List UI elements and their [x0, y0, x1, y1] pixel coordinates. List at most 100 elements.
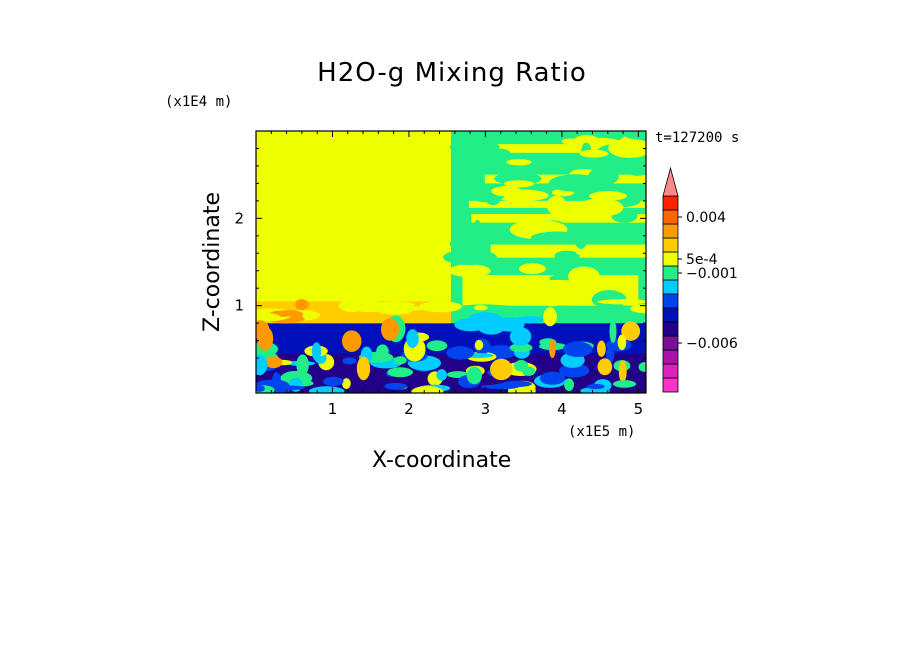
heatmap-plume [393, 356, 407, 365]
heatmap-blob [302, 311, 316, 320]
heatmap-blob [256, 312, 281, 322]
heatmap-blob [256, 385, 265, 392]
colorbar-swatch [662, 321, 679, 337]
heatmap-blob [491, 186, 522, 197]
heatmap-blob [548, 174, 603, 192]
heatmap-plume [597, 358, 613, 376]
colorbar-swatch [662, 279, 679, 295]
y-axis-scale-note: (x1E4 m) [165, 94, 233, 110]
heatmap-field [256, 131, 646, 393]
heatmap-blob [518, 263, 546, 275]
heatmap-blob [323, 376, 344, 386]
heatmap-plume [509, 343, 533, 353]
heatmap-blob [554, 250, 580, 261]
heatmap-plume [597, 340, 606, 357]
heatmap-plume [296, 354, 309, 376]
heatmap-blob [387, 367, 413, 378]
heatmap-blob [546, 195, 567, 215]
heatmap-blob [638, 362, 646, 372]
heatmap-blob [628, 168, 646, 176]
y-tick-label: 1 [234, 297, 244, 315]
heatmap-blob [377, 306, 413, 315]
heatmap-blob [436, 369, 447, 381]
heatmap-blob [564, 378, 574, 392]
heatmap-plume [549, 339, 556, 359]
heatmap-blob [449, 140, 500, 155]
heatmap-plume [380, 318, 399, 341]
heatmap-plume [509, 327, 532, 346]
heatmap-plume [466, 366, 483, 385]
heatmap-blob [342, 378, 351, 390]
colorbar-swatch [662, 377, 679, 393]
colorbar-swatch [662, 335, 679, 351]
colorbar-swatch [662, 209, 679, 225]
colorbar-label: 5e-4 [686, 252, 718, 268]
heatmap-blob [294, 299, 309, 310]
heatmap-blob [622, 131, 646, 142]
heatmap-blob [589, 191, 627, 201]
y-tick-label: 2 [234, 209, 244, 227]
heatmap-blob [567, 266, 600, 287]
colorbar-swatch [662, 349, 679, 365]
heatmap-blob [506, 159, 532, 166]
heatmap-plume [609, 319, 617, 344]
heatmap-blob [612, 380, 637, 388]
colorbar-swatch [662, 265, 679, 281]
heatmap-blob [278, 385, 305, 391]
heatmap-blob [561, 138, 580, 145]
heatmap-blob [630, 304, 646, 314]
colorbar-label: 0.004 [686, 210, 726, 226]
heatmap-plume [617, 334, 627, 351]
x-tick-label: 3 [481, 400, 491, 418]
heatmap-plume [264, 356, 283, 369]
heatmap-blob [543, 307, 557, 327]
colorbar-swatch [662, 223, 679, 239]
heatmap-blob [443, 249, 497, 265]
heatmap-plume [521, 366, 536, 377]
x-tick-label: 2 [404, 400, 414, 418]
heatmap-blob [503, 180, 534, 188]
heatmap-plume [474, 339, 484, 351]
heatmap-blob [474, 305, 488, 311]
heatmap-blob [411, 385, 444, 393]
heatmap-blob [462, 232, 502, 239]
heatmap-blob [611, 305, 634, 319]
heatmap-plume [257, 326, 274, 351]
heatmap-plume [621, 321, 641, 341]
colorbar-swatch [662, 293, 679, 309]
x-axis-label: X-coordinate [372, 448, 512, 473]
heatmap-blob [449, 239, 463, 248]
heatmap-blob [539, 371, 566, 385]
heatmap-blob [530, 231, 584, 245]
heatmap-plume [490, 358, 513, 381]
heatmap-blob [473, 219, 482, 239]
heatmap-blob [448, 264, 491, 278]
heatmap-blob [375, 301, 415, 308]
heatmap-blob [576, 251, 624, 256]
x-axis-scale-note: (x1E5 m) [568, 424, 636, 440]
heatmap-blob [597, 299, 646, 305]
x-tick-label: 1 [328, 400, 338, 418]
heatmap-plume [256, 354, 268, 376]
x-tick-label: 4 [557, 400, 567, 418]
plot-frame [255, 130, 647, 394]
colorbar-swatch [662, 307, 679, 323]
colorbar-swatch [662, 251, 679, 267]
heatmap-blob [426, 340, 448, 351]
colorbar-arrow [662, 166, 679, 197]
heatmap-blob [338, 299, 365, 313]
heatmap-region-upper-left-uniform [256, 131, 451, 324]
heatmap-plume [341, 330, 362, 352]
heatmap-blob [515, 316, 544, 324]
heatmap-blob [606, 346, 615, 363]
heatmap-blob [468, 312, 502, 324]
heatmap-blob [384, 382, 408, 390]
heatmap-plume [356, 356, 371, 381]
colorbar-swatch [662, 363, 679, 379]
time-label: t=127200 s [655, 130, 740, 146]
heatmap-band [478, 144, 646, 153]
heatmap-blob [308, 386, 345, 393]
heatmap-blob [579, 149, 609, 158]
heatmap-plume [406, 329, 419, 348]
